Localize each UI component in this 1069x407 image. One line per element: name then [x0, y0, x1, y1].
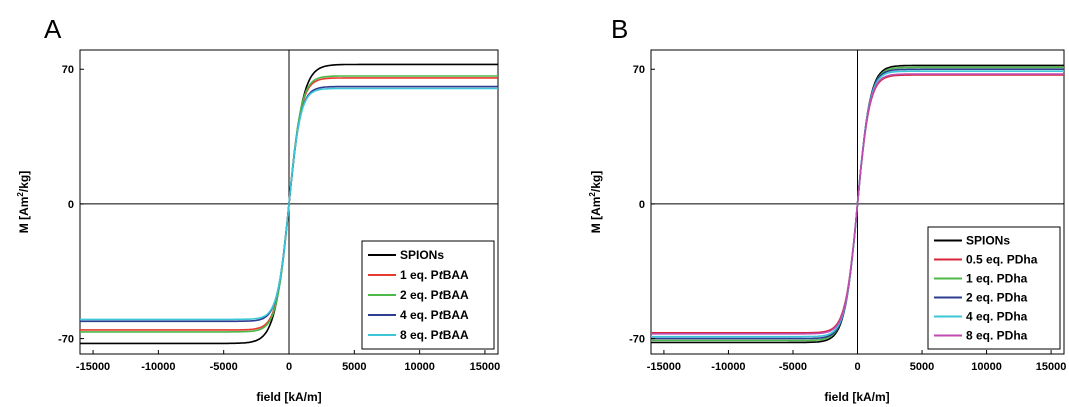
x-tick-label: -15000: [76, 361, 110, 373]
series-line: [651, 73, 1064, 335]
x-ticks-b: -15000 -10000 -5000 0 5000 10000 15000: [647, 350, 1067, 373]
series-group-a: [80, 63, 498, 345]
y-ticks-a: 70 0 -70: [58, 64, 84, 346]
x-tick-label: 15000: [1036, 361, 1067, 373]
panel-label-a: A: [44, 14, 62, 44]
y-tick-label: 70: [633, 64, 645, 76]
y-axis-title-b: M [Am2/kg]: [588, 171, 603, 233]
y-tick-label: 0: [68, 199, 74, 211]
x-tick-label: 5000: [910, 361, 934, 373]
legend-entry: 1 eq. PDha: [966, 272, 1028, 286]
panel-label-b: B: [611, 14, 628, 44]
series-line: [80, 87, 498, 321]
legend-a: SPIONs 1 eq. PtBAA 2 eq. PtBAA 4 eq. PtBAA 8…: [361, 240, 495, 350]
legend-entry: 1 eq. PtBAA: [400, 268, 469, 282]
panel-b: B -15000 -10000 -5000 0 5000 10000 15000 70 0 -7…: [588, 14, 1066, 404]
x-tick-label: 5000: [342, 361, 366, 373]
x-tick-label: -10000: [711, 361, 745, 373]
legend-entry: SPIONs: [966, 234, 1010, 248]
legend-box-b: [927, 226, 1061, 350]
x-axis-title-a: field [kA/m]: [256, 390, 321, 404]
legend-entry: 8 eq. PtBAA: [400, 328, 469, 342]
x-tick-label: -5000: [779, 361, 807, 373]
x-tick-label: 15000: [470, 361, 501, 373]
legend-entry: 4 eq. PtBAA: [400, 308, 469, 322]
x-tick-label: 0: [286, 361, 292, 373]
legend-entry: 8 eq. PDha: [966, 329, 1028, 343]
x-tick-label: -5000: [210, 361, 238, 373]
legend-b: SPIONs 0.5 eq. PDha 1 eq. PDha 2 eq. PDha 4 …: [927, 226, 1061, 350]
x-tick-label: 10000: [404, 361, 435, 373]
y-tick-label: 0: [639, 199, 645, 211]
x-tick-label: 10000: [971, 361, 1002, 373]
x-axis-title-b: field [kA/m]: [824, 390, 889, 404]
y-tick-label: 70: [62, 64, 74, 76]
legend-entry: 4 eq. PDha: [966, 310, 1028, 324]
x-tick-label: -10000: [141, 361, 175, 373]
x-ticks-a: -15000 -10000 -5000 0 5000 10000 15000: [76, 350, 500, 373]
y-tick-label: -70: [629, 334, 645, 346]
legend-entry: 2 eq. PtBAA: [400, 288, 469, 302]
y-tick-label: -70: [58, 334, 74, 346]
x-tick-label: 0: [854, 361, 860, 373]
y-axis-title-a: M [Am2/kg]: [16, 171, 31, 233]
x-tick-label: -15000: [647, 361, 681, 373]
y-ticks-b: 70 0 -70: [629, 64, 655, 346]
legend-entry: 0.5 eq. PDha: [966, 253, 1038, 267]
legend-entry: 2 eq. PDha: [966, 291, 1028, 305]
series-group-b: [651, 64, 1064, 344]
panel-a: A -15000 -10000 -5000 0 5000 10000 15000 70 0 -7…: [16, 14, 500, 404]
legend-entry: SPIONs: [400, 248, 444, 262]
